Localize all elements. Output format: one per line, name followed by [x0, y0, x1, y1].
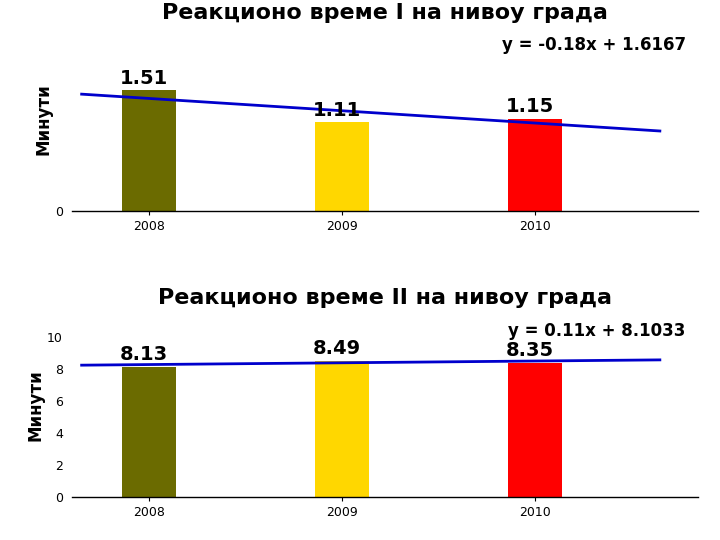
Title: Реакционо време II на нивоу града: Реакционо време II на нивоу града	[158, 288, 612, 308]
Bar	[315, 361, 369, 497]
Bar	[122, 367, 176, 497]
Y-axis label: Минути: Минути	[34, 83, 52, 155]
Bar	[508, 363, 562, 497]
Bar	[315, 123, 369, 211]
Text: y = -0.18x + 1.6167: y = -0.18x + 1.6167	[502, 36, 686, 54]
Text: 1.51: 1.51	[120, 69, 168, 87]
Title: Реакционо време I на нивоу града: Реакционо време I на нивоу града	[162, 3, 608, 23]
Bar	[122, 90, 176, 211]
Y-axis label: Минути: Минути	[27, 369, 45, 441]
Text: 8.49: 8.49	[313, 339, 361, 358]
Text: 1.11: 1.11	[313, 100, 361, 119]
Text: 1.15: 1.15	[505, 97, 554, 116]
Text: 8.13: 8.13	[120, 345, 168, 364]
Text: y = 0.11x + 8.1033: y = 0.11x + 8.1033	[508, 322, 686, 340]
Text: 8.35: 8.35	[505, 341, 554, 360]
Bar	[508, 119, 562, 211]
